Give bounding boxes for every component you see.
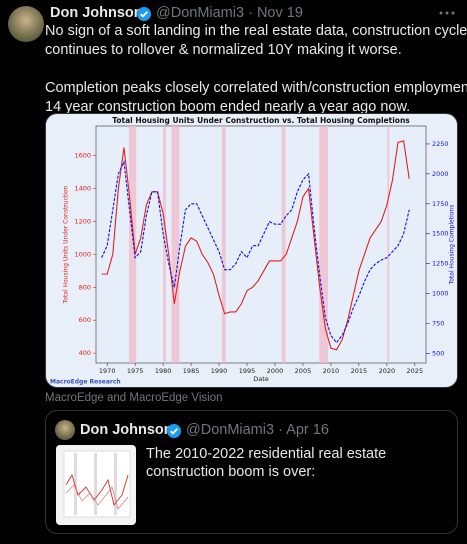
y-tick-label: 1200 — [74, 217, 91, 225]
plot-area — [95, 125, 427, 364]
y2-tick-label: 1750 — [432, 200, 449, 208]
y-tick-label: 1600 — [74, 152, 91, 160]
recession-band — [387, 126, 390, 363]
y-tick-label: 400 — [79, 349, 91, 357]
x-tick-label: 1980 — [155, 367, 172, 375]
y-axis-label: Total Housing Units Under Construction — [63, 185, 70, 304]
series-line — [101, 159, 410, 344]
quoted-date: Apr 16 — [286, 422, 329, 438]
media[interactable]: Total Housing Units Under Construction v… — [45, 113, 458, 388]
quoted-avatar — [55, 420, 75, 440]
text-line: No sign of a soft landing in the real es… — [45, 23, 467, 39]
x-tick-label: 1975 — [127, 367, 144, 375]
chart-title: Total Housing Units Under Construction v… — [112, 116, 410, 125]
quoted-tweet[interactable]: Don Johnson @DonMiami3 · Apr 16 The 2010… — [45, 410, 458, 534]
x-tick-label: 2015 — [351, 367, 368, 375]
y2-tick-label: 1250 — [432, 260, 449, 268]
verified-badge — [167, 424, 181, 438]
quoted-handle: @DonMiami3 — [186, 422, 275, 438]
x-tick-label: 1985 — [183, 367, 200, 375]
recession-band — [221, 126, 226, 363]
recession-band — [129, 126, 137, 363]
x-tick-label: 2010 — [323, 367, 340, 375]
x-tick-label: 1990 — [211, 367, 228, 375]
recession-band — [171, 126, 180, 363]
watermark: MacroEdge Research — [50, 379, 121, 386]
tweet-text: No sign of a soft landing in the real es… — [45, 22, 467, 117]
y2-tick-label: 1500 — [432, 230, 449, 238]
x-tick-label: 2000 — [267, 367, 284, 375]
x-tick-label: 1970 — [99, 367, 116, 375]
quoted-handle-date: @DonMiami3 · Apr 16 — [186, 422, 329, 438]
text-line: Completion peaks closely correlated with… — [45, 80, 467, 96]
y2-tick-label: 750 — [432, 320, 444, 328]
y2-tick-label: 2000 — [432, 170, 449, 178]
quoted-text: The 2010-2022 residential real estate co… — [146, 446, 387, 480]
quoted-author-name: Don Johnson — [80, 422, 173, 438]
recession-band — [163, 126, 166, 363]
handle-date: @DonMiami3 · Nov 19 — [156, 5, 303, 21]
quoted-thumbnail — [56, 445, 136, 525]
avatar[interactable] — [8, 6, 44, 42]
y2-tick-label: 500 — [432, 349, 444, 357]
verified-badge — [137, 7, 151, 21]
handle[interactable]: @DonMiami3 — [156, 5, 245, 21]
media-caption: MacroEdge and MacroEdge Vision — [45, 392, 223, 404]
more-menu[interactable] — [438, 8, 456, 18]
date[interactable]: Nov 19 — [256, 5, 303, 21]
text-line: 14 year construction boom ended nearly a… — [45, 99, 411, 115]
y-tick-label: 600 — [79, 316, 91, 324]
y-tick-label: 1400 — [74, 185, 91, 193]
x-tick-label: 2005 — [295, 367, 312, 375]
y2-tick-label: 2250 — [432, 140, 449, 148]
x-tick-label: 2020 — [379, 367, 396, 375]
y-tick-label: 1000 — [74, 250, 91, 258]
x-tick-label: 1995 — [239, 367, 256, 375]
recession-band — [281, 126, 286, 363]
x-tick-label: 2025 — [407, 367, 424, 375]
y2-axis-label: Total Housing Completions — [449, 205, 456, 286]
chart: Total Housing Units Under Construction v… — [50, 116, 456, 386]
y2-tick-label: 1000 — [432, 290, 449, 298]
author-name[interactable]: Don Johnson — [50, 5, 143, 21]
x-axis-label: Date — [253, 375, 269, 383]
text-line: continues to rollover & normalized 10Y m… — [45, 42, 402, 58]
y-tick-label: 800 — [79, 283, 91, 291]
recession-band — [319, 126, 329, 363]
